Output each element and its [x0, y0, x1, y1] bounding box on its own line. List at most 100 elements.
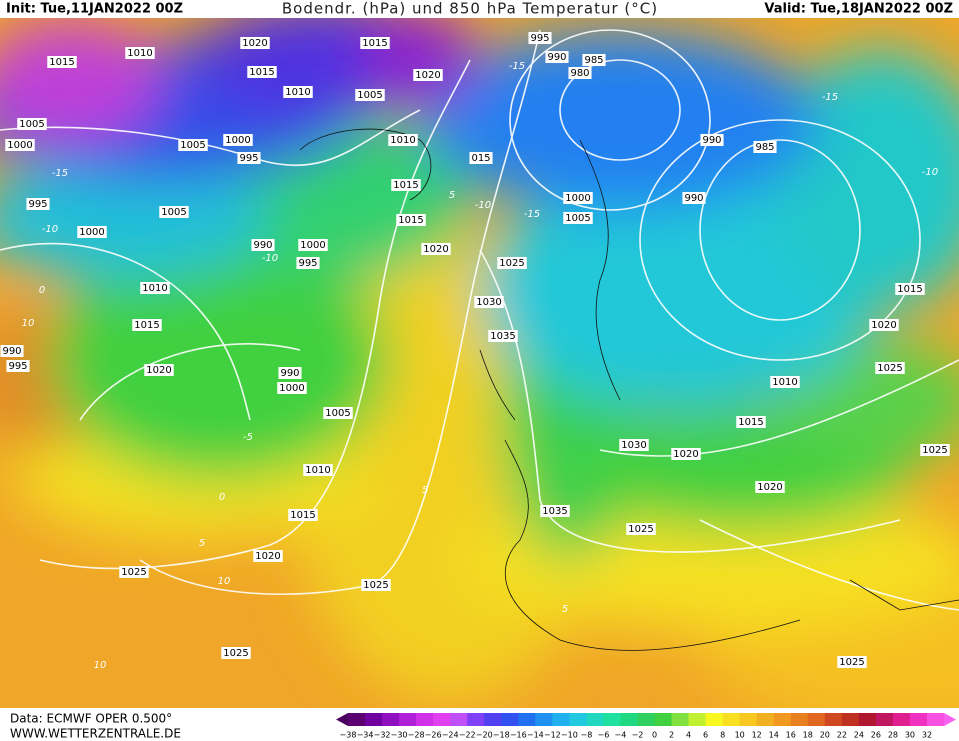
isobar-label: 995 [8, 361, 27, 372]
isobar-label: 1005 [565, 213, 590, 224]
colorbar-segment [518, 713, 536, 726]
temperature-label: -15 [52, 168, 68, 179]
colorbar-segment [620, 713, 638, 726]
isobar-label: 1015 [290, 510, 315, 521]
isobar-label-box [875, 362, 905, 374]
isobar-label-box [26, 198, 50, 210]
temperature-label: 5 [199, 538, 205, 549]
isobar-label: 1025 [121, 567, 146, 578]
colorbar-segment [348, 713, 366, 726]
colorbar-arrow-right [944, 713, 956, 726]
isobar-label-box [700, 134, 724, 146]
colorbar-label: −28 [408, 731, 425, 740]
colorbar-label: −4 [615, 731, 627, 740]
colorbar-segment [569, 713, 587, 726]
isobar-label: 1015 [249, 67, 274, 78]
colorbar-label: 12 [752, 731, 762, 740]
colorbar-label: −34 [357, 731, 374, 740]
colorbar-label: −24 [442, 731, 459, 740]
isobar-label: 1020 [423, 244, 448, 255]
isobar-label: 990 [2, 346, 21, 357]
isobar-label: 1025 [877, 363, 902, 374]
isobar-label: 1025 [628, 524, 653, 535]
isobar-label-box [223, 134, 253, 146]
isobar-label: 1005 [19, 119, 44, 130]
temperature-label: -10 [262, 253, 278, 264]
colorbar-label: 26 [871, 731, 881, 740]
colorbar-segment [705, 713, 724, 726]
isobar-label-box [221, 647, 251, 659]
isobar-label: 995 [530, 33, 549, 44]
colorbar-label: 20 [820, 731, 830, 740]
isobar-label-box [671, 448, 701, 460]
isobar-label-box [240, 37, 270, 49]
isobar-label-box [0, 345, 24, 357]
colorbar-label: 30 [905, 731, 915, 740]
colorbar-label: −10 [561, 731, 578, 740]
colorbar-segment [790, 713, 809, 726]
isobar-label: 1020 [146, 365, 171, 376]
isobar-label-box [396, 214, 426, 226]
temperature-label: -10 [42, 224, 58, 235]
isobar-label-box [837, 656, 867, 668]
colorbar-label: −32 [374, 731, 391, 740]
isobar-label: 995 [239, 153, 258, 164]
isobar-label-box [125, 47, 155, 59]
map-title: Bodendr. (hPa) und 850 hPa Temperatur (°… [282, 0, 658, 18]
isobar-label-box [497, 257, 527, 269]
colorbar-label: 18 [803, 731, 813, 740]
isobar-label-box [528, 32, 552, 44]
isobar-label-box [361, 579, 391, 591]
website: WWW.WETTERZENTRALE.DE [10, 727, 181, 741]
colorbar-label: −6 [598, 731, 610, 740]
isobar-label-box [17, 118, 47, 130]
isobar-label-box [474, 296, 504, 308]
isobar-label: 015 [471, 153, 490, 164]
colorbar-segment [739, 713, 758, 726]
isobar-label: 1000 [225, 135, 250, 146]
isobar-label: 1010 [305, 465, 330, 476]
temperature-label: -15 [509, 61, 525, 72]
temperature-label: 5 [449, 190, 455, 201]
isobar-label-box [298, 239, 328, 251]
isobar-label-box [77, 226, 107, 238]
colorbar-label: −18 [493, 731, 510, 740]
isobar-label-box [296, 257, 320, 269]
isobar-label: 1035 [542, 506, 567, 517]
colorbar-segment [365, 713, 383, 726]
isobar-label-box [391, 179, 421, 191]
temperature-label: 10 [218, 576, 231, 587]
colorbar-segment [773, 713, 792, 726]
isobar-label: 1010 [285, 87, 310, 98]
isobar-label: 990 [280, 368, 299, 379]
colorbar-label: −38 [340, 731, 357, 740]
colorbar-label: −8 [581, 731, 593, 740]
isobar-label-box [869, 319, 899, 331]
data-source: Data: ECMWF OPER 0.500° [10, 712, 172, 726]
isobar-label: 1010 [142, 283, 167, 294]
isobar-label: 995 [28, 199, 47, 210]
isobar-label-box [545, 51, 569, 63]
colorbar-label: −26 [425, 731, 442, 740]
isobar-label: 1025 [839, 657, 864, 668]
isobar-label-box [682, 192, 706, 204]
isobar-label: 1000 [300, 240, 325, 251]
isobar-label-box [563, 212, 593, 224]
isobar-label: 1015 [362, 38, 387, 49]
isobar-label-box [388, 134, 418, 146]
colorbar-segment [654, 713, 673, 726]
isobar-label-box [421, 243, 451, 255]
isobar-label: 1030 [621, 440, 646, 451]
colorbar-label: −16 [510, 731, 527, 740]
isobar-label: 1015 [393, 180, 418, 191]
colorbar-segment [501, 713, 519, 726]
isobar-label: 1005 [325, 408, 350, 419]
isobar-label-box [770, 376, 800, 388]
temperature-label: 0 [39, 285, 45, 296]
colorbar-label: −2 [632, 731, 644, 740]
isobar-label-box [413, 69, 443, 81]
colorbar-segment [603, 713, 621, 726]
isobar-label: 1010 [127, 48, 152, 59]
colorbar-arrow-left [336, 713, 348, 726]
